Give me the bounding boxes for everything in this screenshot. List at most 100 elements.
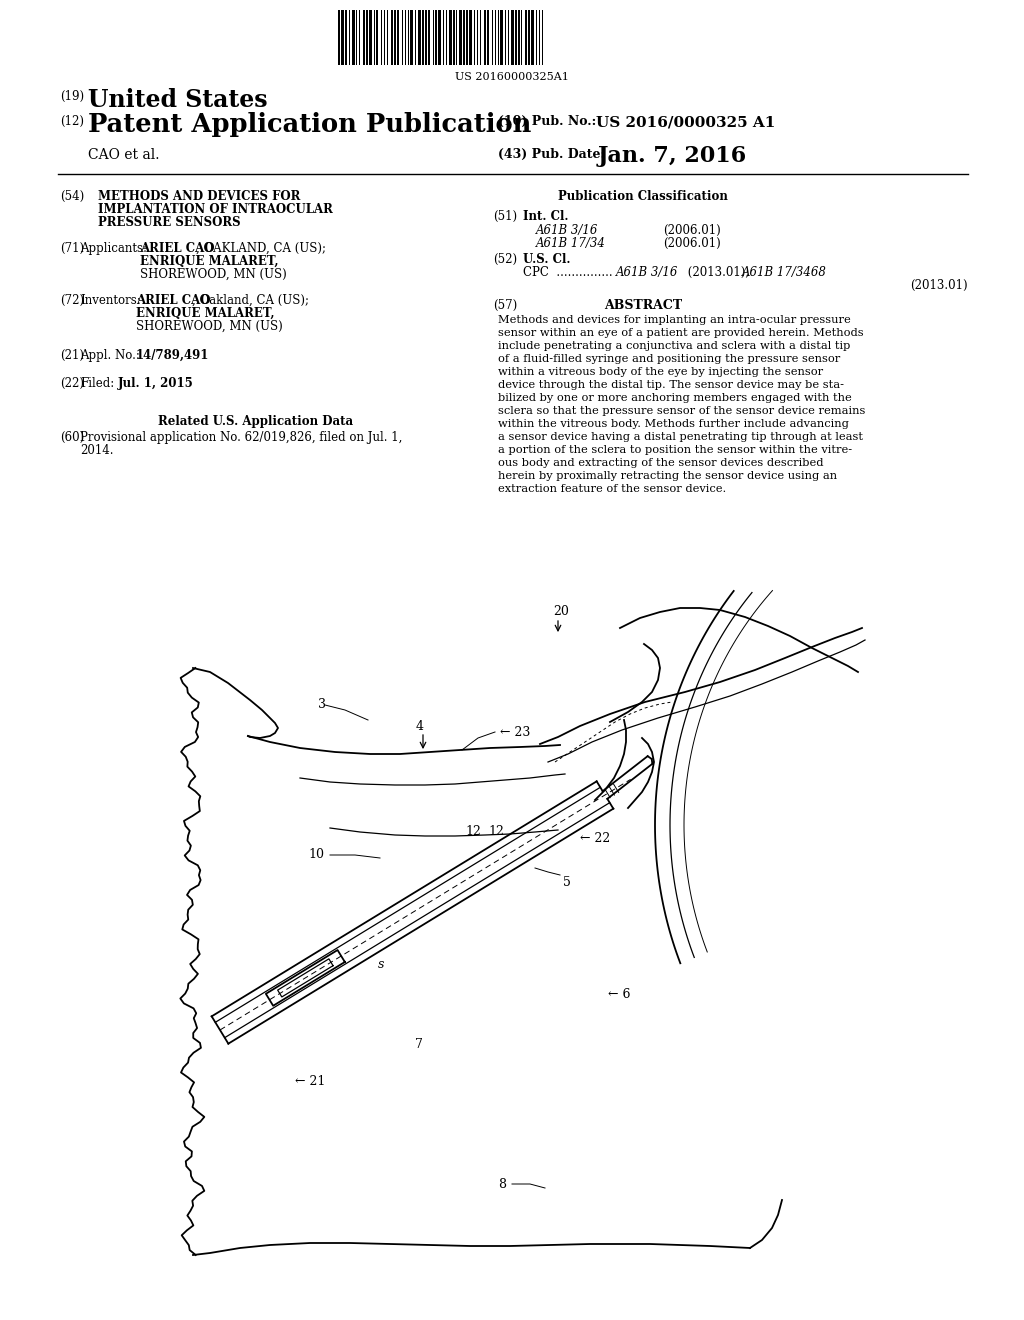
Bar	[515, 11, 517, 65]
Text: ous body and extracting of the sensor devices described: ous body and extracting of the sensor de…	[498, 458, 823, 469]
Text: Jan. 7, 2016: Jan. 7, 2016	[598, 145, 748, 168]
Text: extraction feature of the sensor device.: extraction feature of the sensor device.	[498, 484, 726, 494]
Bar	[376, 11, 378, 65]
Text: ARIEL CAO: ARIEL CAO	[136, 294, 211, 308]
Bar	[366, 11, 368, 65]
Bar	[397, 11, 399, 65]
Text: ← 22: ← 22	[580, 832, 610, 845]
Text: (2013.01): (2013.01)	[910, 279, 968, 292]
Text: of a fluid-filled syringe and positioning the pressure sensor: of a fluid-filled syringe and positionin…	[498, 354, 841, 364]
Text: (71): (71)	[60, 242, 84, 255]
Text: A61B 3/16: A61B 3/16	[616, 267, 678, 279]
Text: ABSTRACT: ABSTRACT	[604, 300, 682, 312]
Bar	[525, 11, 527, 65]
Text: U.S. Cl.: U.S. Cl.	[523, 253, 570, 267]
Text: within the vitreous body. Methods further include advancing: within the vitreous body. Methods furthe…	[498, 418, 849, 429]
Bar	[418, 11, 421, 65]
Text: SHOREWOOD, MN (US): SHOREWOOD, MN (US)	[136, 319, 283, 333]
Text: Publication Classification: Publication Classification	[558, 190, 728, 203]
Text: 14/789,491: 14/789,491	[136, 348, 209, 362]
Text: (22): (22)	[60, 378, 84, 389]
Text: (21): (21)	[60, 348, 84, 362]
Bar	[453, 11, 455, 65]
Bar	[410, 11, 413, 65]
Bar	[466, 11, 468, 65]
Text: CPC  ...............: CPC ...............	[523, 267, 616, 279]
Text: sensor within an eye of a patient are provided herein. Methods: sensor within an eye of a patient are pr…	[498, 327, 863, 338]
Text: 12: 12	[488, 825, 504, 838]
Text: 5: 5	[563, 876, 570, 888]
Text: herein by proximally retracting the sensor device using an: herein by proximally retracting the sens…	[498, 471, 838, 480]
Bar	[484, 11, 486, 65]
Text: (10) Pub. No.:: (10) Pub. No.:	[498, 115, 596, 128]
Text: include penetrating a conjunctiva and sclera with a distal tip: include penetrating a conjunctiva and sc…	[498, 341, 850, 351]
Text: within a vitreous body of the eye by injecting the sensor: within a vitreous body of the eye by inj…	[498, 367, 823, 378]
Bar	[341, 11, 344, 65]
Text: IMPLANTATION OF INTRAOCULAR: IMPLANTATION OF INTRAOCULAR	[98, 203, 333, 216]
Text: a sensor device having a distal penetrating tip through at least: a sensor device having a distal penetrat…	[498, 432, 863, 442]
Text: s: s	[378, 958, 384, 972]
Text: PRESSURE SENSORS: PRESSURE SENSORS	[98, 216, 241, 228]
Text: Inventors:: Inventors:	[80, 294, 140, 308]
Text: (2006.01): (2006.01)	[663, 238, 721, 249]
Text: (2013.01);: (2013.01);	[684, 267, 753, 279]
Text: (12): (12)	[60, 115, 84, 128]
Text: 12: 12	[465, 825, 481, 838]
Text: (43) Pub. Date:: (43) Pub. Date:	[498, 148, 605, 161]
Text: 4: 4	[416, 719, 424, 733]
Text: , OAKLAND, CA (US);: , OAKLAND, CA (US);	[196, 242, 326, 255]
Text: SHOREWOOD, MN (US): SHOREWOOD, MN (US)	[140, 268, 287, 281]
Bar	[435, 11, 437, 65]
Bar	[425, 11, 427, 65]
Text: Methods and devices for implanting an intra-ocular pressure: Methods and devices for implanting an in…	[498, 315, 851, 325]
Text: (54): (54)	[60, 190, 84, 203]
Text: ← 21: ← 21	[295, 1074, 326, 1088]
Text: Applicants:: Applicants:	[80, 242, 147, 255]
Text: Int. Cl.: Int. Cl.	[523, 210, 568, 223]
Bar	[463, 11, 465, 65]
Text: US 20160000325A1: US 20160000325A1	[455, 73, 569, 82]
Text: A61B 17/3468: A61B 17/3468	[742, 267, 826, 279]
Bar	[531, 11, 534, 65]
Text: A61B 17/34: A61B 17/34	[536, 238, 606, 249]
Bar	[338, 11, 340, 65]
Text: 8: 8	[498, 1177, 506, 1191]
Text: 7: 7	[415, 1038, 423, 1051]
Bar	[459, 11, 462, 65]
Text: ARIEL CAO: ARIEL CAO	[140, 242, 214, 255]
Text: 2014.: 2014.	[80, 444, 114, 457]
Text: US 2016/0000325 A1: US 2016/0000325 A1	[596, 115, 775, 129]
Text: device through the distal tip. The sensor device may be sta-: device through the distal tip. The senso…	[498, 380, 844, 389]
Text: 20: 20	[553, 605, 569, 618]
Text: (52): (52)	[493, 253, 517, 267]
Bar	[469, 11, 472, 65]
Text: ← 6: ← 6	[608, 987, 631, 1001]
Text: 3: 3	[318, 698, 326, 711]
Text: A61B 3/16: A61B 3/16	[536, 224, 598, 238]
Bar	[487, 11, 489, 65]
Bar	[391, 11, 393, 65]
Bar	[362, 11, 365, 65]
Text: (72): (72)	[60, 294, 84, 308]
Text: (19): (19)	[60, 90, 84, 103]
Text: United States: United States	[88, 88, 267, 112]
Bar	[438, 11, 441, 65]
Text: METHODS AND DEVICES FOR: METHODS AND DEVICES FOR	[98, 190, 300, 203]
Bar	[428, 11, 430, 65]
Text: Provisional application No. 62/019,826, filed on Jul. 1,: Provisional application No. 62/019,826, …	[80, 432, 402, 444]
Text: ENRIQUE MALARET,: ENRIQUE MALARET,	[140, 255, 279, 268]
Text: (60): (60)	[60, 432, 84, 444]
Bar	[449, 11, 452, 65]
Text: 10: 10	[308, 847, 324, 861]
Bar	[394, 11, 396, 65]
Text: (57): (57)	[493, 300, 517, 312]
Text: a portion of the sclera to position the sensor within the vitre-: a portion of the sclera to position the …	[498, 445, 852, 455]
Text: bilized by one or more anchoring members engaged with the: bilized by one or more anchoring members…	[498, 393, 852, 403]
Text: (2006.01): (2006.01)	[663, 224, 721, 238]
Bar	[511, 11, 514, 65]
Text: CAO et al.: CAO et al.	[88, 148, 160, 162]
Text: Patent Application Publication: Patent Application Publication	[88, 112, 531, 137]
Bar	[345, 11, 347, 65]
Bar	[352, 11, 355, 65]
Text: ← 23: ← 23	[500, 726, 530, 739]
